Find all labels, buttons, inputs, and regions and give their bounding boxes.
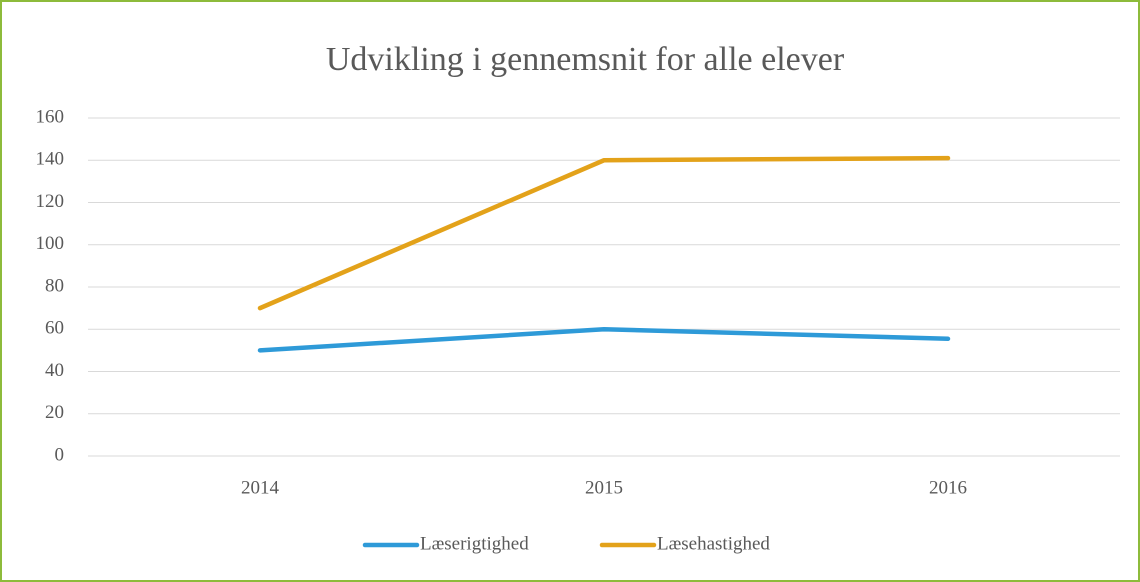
- y-tick-label: 140: [36, 149, 65, 170]
- series-line: [257, 155, 951, 311]
- y-tick-label: 0: [55, 444, 65, 465]
- series-line: [257, 327, 951, 353]
- y-tick-label: 100: [36, 233, 65, 254]
- y-tick-label: 20: [45, 402, 64, 423]
- x-tick-label: 2015: [585, 477, 623, 498]
- y-tick-label: 80: [45, 275, 64, 296]
- legend-label: Læserigtighed: [420, 533, 529, 554]
- y-tick-label: 120: [36, 191, 65, 212]
- y-tick-label: 60: [45, 318, 64, 339]
- chart-title: Udvikling i gennemsnit for alle elever: [326, 41, 845, 78]
- y-tick-label: 160: [36, 106, 65, 127]
- x-tick-label: 2016: [929, 477, 967, 498]
- x-tick-label: 2014: [241, 477, 280, 498]
- legend-label: Læsehastighed: [657, 533, 770, 554]
- y-tick-label: 40: [45, 360, 64, 381]
